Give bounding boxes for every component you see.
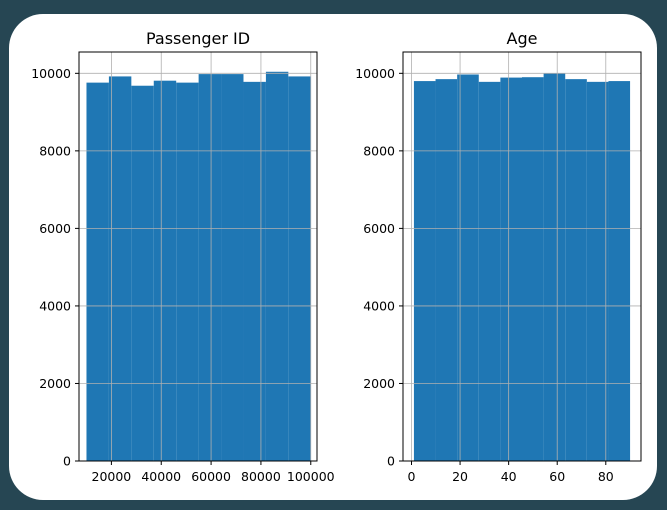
- histogram-bar: [500, 77, 522, 461]
- histogram-bar: [522, 77, 544, 462]
- histogram-bar: [457, 74, 479, 462]
- y-tick-label: 10000: [355, 66, 395, 81]
- x-tick-label: 20000: [92, 469, 132, 484]
- histogram-bar: [543, 73, 566, 462]
- histogram-bar: [198, 74, 222, 462]
- histogram-bar: [243, 81, 266, 461]
- histogram-panel-1: 20000 40000 60000 80000 100000 0 2000 4000 6000 8…: [31, 29, 334, 484]
- histogram-bar: [221, 74, 244, 462]
- axes-frame: [402, 51, 642, 462]
- histogram-bar: [86, 82, 109, 462]
- x-tick-label: 80: [598, 469, 614, 484]
- x-tick-label: 60: [549, 469, 565, 484]
- histogram-bar: [153, 80, 177, 462]
- x-tick-label: 60000: [191, 469, 231, 484]
- x-tick-label: 40000: [141, 469, 181, 484]
- histogram-bar: [265, 71, 289, 462]
- x-tick-label: 0: [408, 469, 416, 484]
- axes-frame: [78, 51, 318, 462]
- histogram-panel-2: 0 20 40 60 80 0 2000 4000 6000 8000 10000 Age: [355, 29, 642, 484]
- chart-title: Age: [507, 29, 538, 48]
- histogram-bar: [413, 81, 436, 461]
- chart-title: Passenger ID: [146, 29, 250, 48]
- y-tick-label: 2000: [363, 376, 395, 391]
- x-tick-label: 20: [452, 469, 468, 484]
- x-tick-label: 80000: [241, 469, 281, 484]
- x-tick-label: 100000: [287, 469, 335, 484]
- histogram-bar: [435, 79, 458, 461]
- y-tick-label: 0: [387, 454, 395, 469]
- histogram-bar: [176, 82, 199, 462]
- histogram-bar: [565, 79, 587, 461]
- y-tick-label: 10000: [31, 66, 71, 81]
- histogram-bar: [478, 81, 501, 461]
- y-tick-label: 8000: [363, 143, 395, 158]
- histogram-bar: [288, 76, 311, 461]
- y-tick-label: 8000: [39, 143, 71, 158]
- y-tick-label: 6000: [363, 221, 395, 236]
- x-tick-label: 40: [501, 469, 517, 484]
- y-tick-label: 4000: [363, 298, 395, 313]
- y-tick-label: 0: [63, 454, 71, 469]
- histogram-bar: [108, 76, 132, 461]
- histogram-bar: [131, 85, 154, 461]
- y-tick-label: 6000: [39, 221, 71, 236]
- histogram-bar: [586, 81, 609, 461]
- y-tick-label: 4000: [39, 298, 71, 313]
- y-tick-label: 2000: [39, 376, 71, 391]
- histogram-bar: [608, 81, 631, 461]
